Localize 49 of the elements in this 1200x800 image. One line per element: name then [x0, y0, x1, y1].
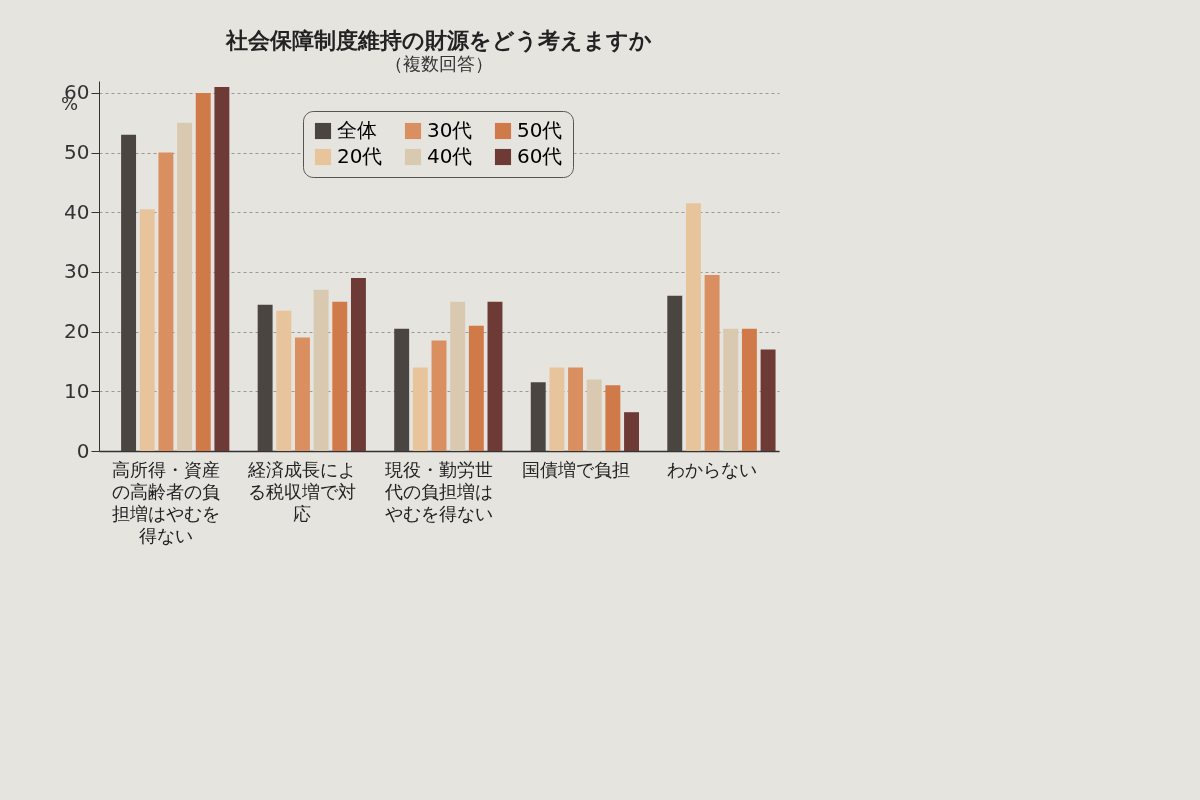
bar — [667, 295, 683, 451]
bar — [158, 152, 174, 451]
bar — [214, 86, 230, 451]
y-tick-label: 30 — [64, 259, 90, 284]
bar — [741, 328, 757, 451]
legend-label: 50代 — [517, 118, 563, 142]
chart-title: 社会保障制度維持の財源をどう考えますか — [225, 28, 652, 53]
bar — [586, 379, 602, 451]
x-tick-label: 高所得・資産の高齢者の負担増はやむを得ない — [111, 458, 220, 546]
y-tick-label: 0 — [76, 438, 90, 463]
bar — [332, 301, 348, 451]
bar — [487, 301, 503, 451]
bar — [723, 328, 739, 451]
x-tick-label: わからない — [667, 458, 758, 480]
bar — [276, 310, 292, 451]
bar — [412, 367, 428, 451]
bar — [121, 134, 137, 451]
legend-label: 30代 — [427, 118, 473, 142]
x-tick-label: 国債増で負担 — [521, 458, 630, 480]
bar — [624, 412, 639, 451]
chart-subtitle: （複数回答） — [385, 53, 493, 74]
y-tick-label: 10 — [64, 378, 90, 403]
legend-label: 20代 — [337, 144, 383, 168]
x-tick-label: 現役・勤労世代の負担増はやむを得ない — [384, 458, 493, 524]
bar — [704, 274, 720, 451]
legend-label: 60代 — [517, 144, 563, 168]
y-tick-label: 20 — [64, 319, 90, 344]
bar — [139, 209, 155, 451]
bar — [177, 122, 193, 451]
bar — [568, 367, 584, 451]
legend-label: 全体 — [337, 118, 377, 142]
bar — [549, 367, 565, 451]
bar — [350, 277, 366, 451]
bar — [468, 325, 484, 451]
y-tick-label: 50 — [64, 140, 90, 165]
bar — [450, 301, 466, 451]
bar — [431, 340, 447, 451]
bar — [394, 328, 410, 451]
bar — [195, 92, 211, 451]
bar — [530, 382, 546, 451]
bar — [257, 304, 273, 451]
bar — [294, 337, 310, 451]
bar — [313, 289, 329, 451]
bar — [685, 203, 701, 451]
x-tick-label: 経済成長による税収増で対応 — [247, 458, 357, 524]
y-tick-label: 40 — [64, 199, 90, 224]
bar — [605, 385, 621, 451]
legend-label: 40代 — [427, 144, 473, 168]
bar — [760, 349, 776, 451]
